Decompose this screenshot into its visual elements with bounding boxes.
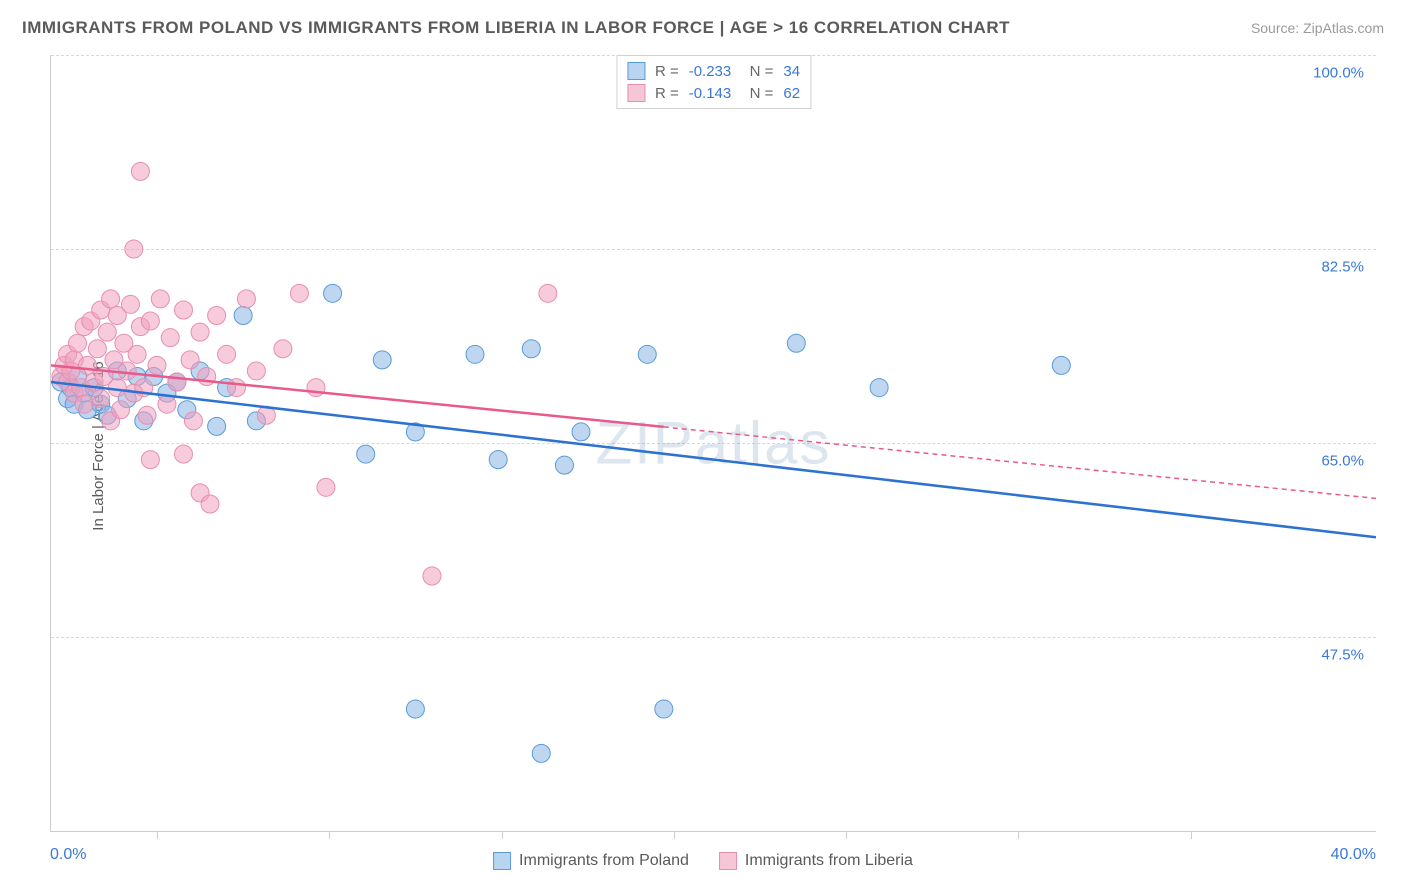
scatter-point: [247, 362, 265, 380]
r-value: -0.233: [689, 63, 732, 80]
scatter-point: [218, 345, 236, 363]
scatter-point: [357, 445, 375, 463]
legend-label: Immigrants from Poland: [519, 852, 689, 870]
source-label: Source:: [1251, 20, 1299, 36]
n-value: 34: [783, 63, 800, 80]
source-value: ZipAtlas.com: [1303, 20, 1384, 36]
trend-line: [51, 382, 1376, 537]
scatter-point: [324, 284, 342, 302]
scatter-point: [555, 456, 573, 474]
scatter-point: [572, 423, 590, 441]
scatter-point: [466, 345, 484, 363]
correlation-legend: R = -0.233 N = 34 R = -0.143 N = 62: [616, 55, 811, 109]
scatter-point: [108, 379, 126, 397]
r-label: R =: [655, 63, 679, 80]
scatter-point: [128, 345, 146, 363]
legend-row: R = -0.233 N = 34: [627, 60, 800, 82]
scatter-point: [102, 290, 120, 308]
x-axis-min-label: 0.0%: [50, 846, 86, 864]
scatter-point: [141, 312, 159, 330]
scatter-point: [131, 162, 149, 180]
scatter-point: [168, 373, 186, 391]
scatter-point: [125, 240, 143, 258]
scatter-point: [158, 395, 176, 413]
scatter-point: [161, 329, 179, 347]
legend-swatch-liberia: [627, 84, 645, 102]
source-attribution: Source: ZipAtlas.com: [1251, 20, 1384, 36]
scatter-point: [655, 700, 673, 718]
scatter-point: [290, 284, 308, 302]
scatter-point: [870, 379, 888, 397]
scatter-point: [181, 351, 199, 369]
scatter-point: [118, 362, 136, 380]
scatter-point: [75, 395, 93, 413]
legend-swatch-poland: [493, 852, 511, 870]
scatter-point: [522, 340, 540, 358]
scatter-point: [489, 451, 507, 469]
scatter-point: [184, 412, 202, 430]
chart-svg: [51, 55, 1376, 831]
x-tick: [1191, 831, 1192, 839]
legend-label: Immigrants from Liberia: [745, 852, 913, 870]
legend-row: R = -0.143 N = 62: [627, 82, 800, 104]
scatter-point: [151, 290, 169, 308]
scatter-point: [78, 356, 96, 374]
series-legend: Immigrants from Poland Immigrants from L…: [493, 852, 913, 870]
legend-swatch-poland: [627, 62, 645, 80]
legend-item: Immigrants from Liberia: [719, 852, 913, 870]
plot-area: ZIPatlas R = -0.233 N = 34 R = -0.143 N …: [50, 55, 1376, 832]
x-tick: [329, 831, 330, 839]
chart-title: IMMIGRANTS FROM POLAND VS IMMIGRANTS FRO…: [22, 18, 1010, 38]
legend-item: Immigrants from Poland: [493, 852, 689, 870]
scatter-point: [406, 700, 424, 718]
r-label: R =: [655, 85, 679, 102]
legend-swatch-liberia: [719, 852, 737, 870]
trend-line-extrapolated: [664, 427, 1376, 499]
scatter-point: [373, 351, 391, 369]
scatter-point: [317, 478, 335, 496]
n-value: 62: [783, 85, 800, 102]
scatter-point: [201, 495, 219, 513]
scatter-point: [191, 323, 209, 341]
x-axis-max-label: 40.0%: [1331, 846, 1376, 864]
scatter-point: [141, 451, 159, 469]
scatter-point: [112, 401, 130, 419]
scatter-point: [138, 406, 156, 424]
scatter-point: [423, 567, 441, 585]
scatter-point: [208, 307, 226, 325]
scatter-point: [228, 379, 246, 397]
r-value: -0.143: [689, 85, 732, 102]
scatter-point: [208, 417, 226, 435]
x-tick: [502, 831, 503, 839]
scatter-point: [122, 295, 140, 313]
scatter-point: [92, 390, 110, 408]
scatter-point: [532, 744, 550, 762]
x-tick: [1018, 831, 1019, 839]
scatter-point: [787, 334, 805, 352]
x-tick: [157, 831, 158, 839]
n-label: N =: [741, 63, 773, 80]
x-tick: [846, 831, 847, 839]
scatter-point: [148, 356, 166, 374]
scatter-point: [237, 290, 255, 308]
scatter-point: [234, 307, 252, 325]
x-tick: [674, 831, 675, 839]
scatter-point: [274, 340, 292, 358]
scatter-point: [98, 323, 116, 341]
scatter-point: [175, 445, 193, 463]
scatter-point: [88, 340, 106, 358]
scatter-point: [1052, 356, 1070, 374]
n-label: N =: [741, 85, 773, 102]
scatter-point: [638, 345, 656, 363]
scatter-point: [539, 284, 557, 302]
scatter-point: [175, 301, 193, 319]
scatter-point: [69, 334, 87, 352]
